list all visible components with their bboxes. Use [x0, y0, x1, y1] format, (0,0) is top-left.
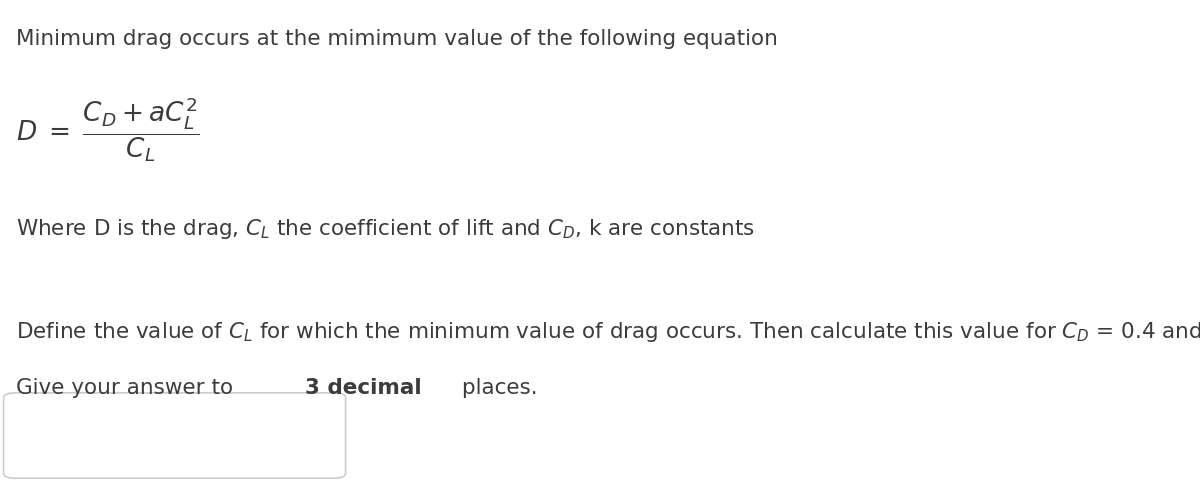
Text: Give your answer to: Give your answer to	[16, 378, 240, 398]
Text: Minimum drag occurs at the mimimum value of the following equation: Minimum drag occurs at the mimimum value…	[16, 29, 778, 49]
Text: Define the value of $C_L$ for which the minimum value of drag occurs. Then calcu: Define the value of $C_L$ for which the …	[16, 320, 1200, 344]
Text: 3 decimal: 3 decimal	[305, 378, 421, 398]
Text: places.: places.	[455, 378, 538, 398]
Text: Where D is the drag, $C_L$ the coefficient of lift and $C_D$, k are constants: Where D is the drag, $C_L$ the coefficie…	[16, 217, 755, 241]
FancyBboxPatch shape	[4, 393, 346, 478]
Text: $D\;=\;\dfrac{C_D+aC_L^2}{C_L}$: $D\;=\;\dfrac{C_D+aC_L^2}{C_L}$	[16, 95, 199, 163]
